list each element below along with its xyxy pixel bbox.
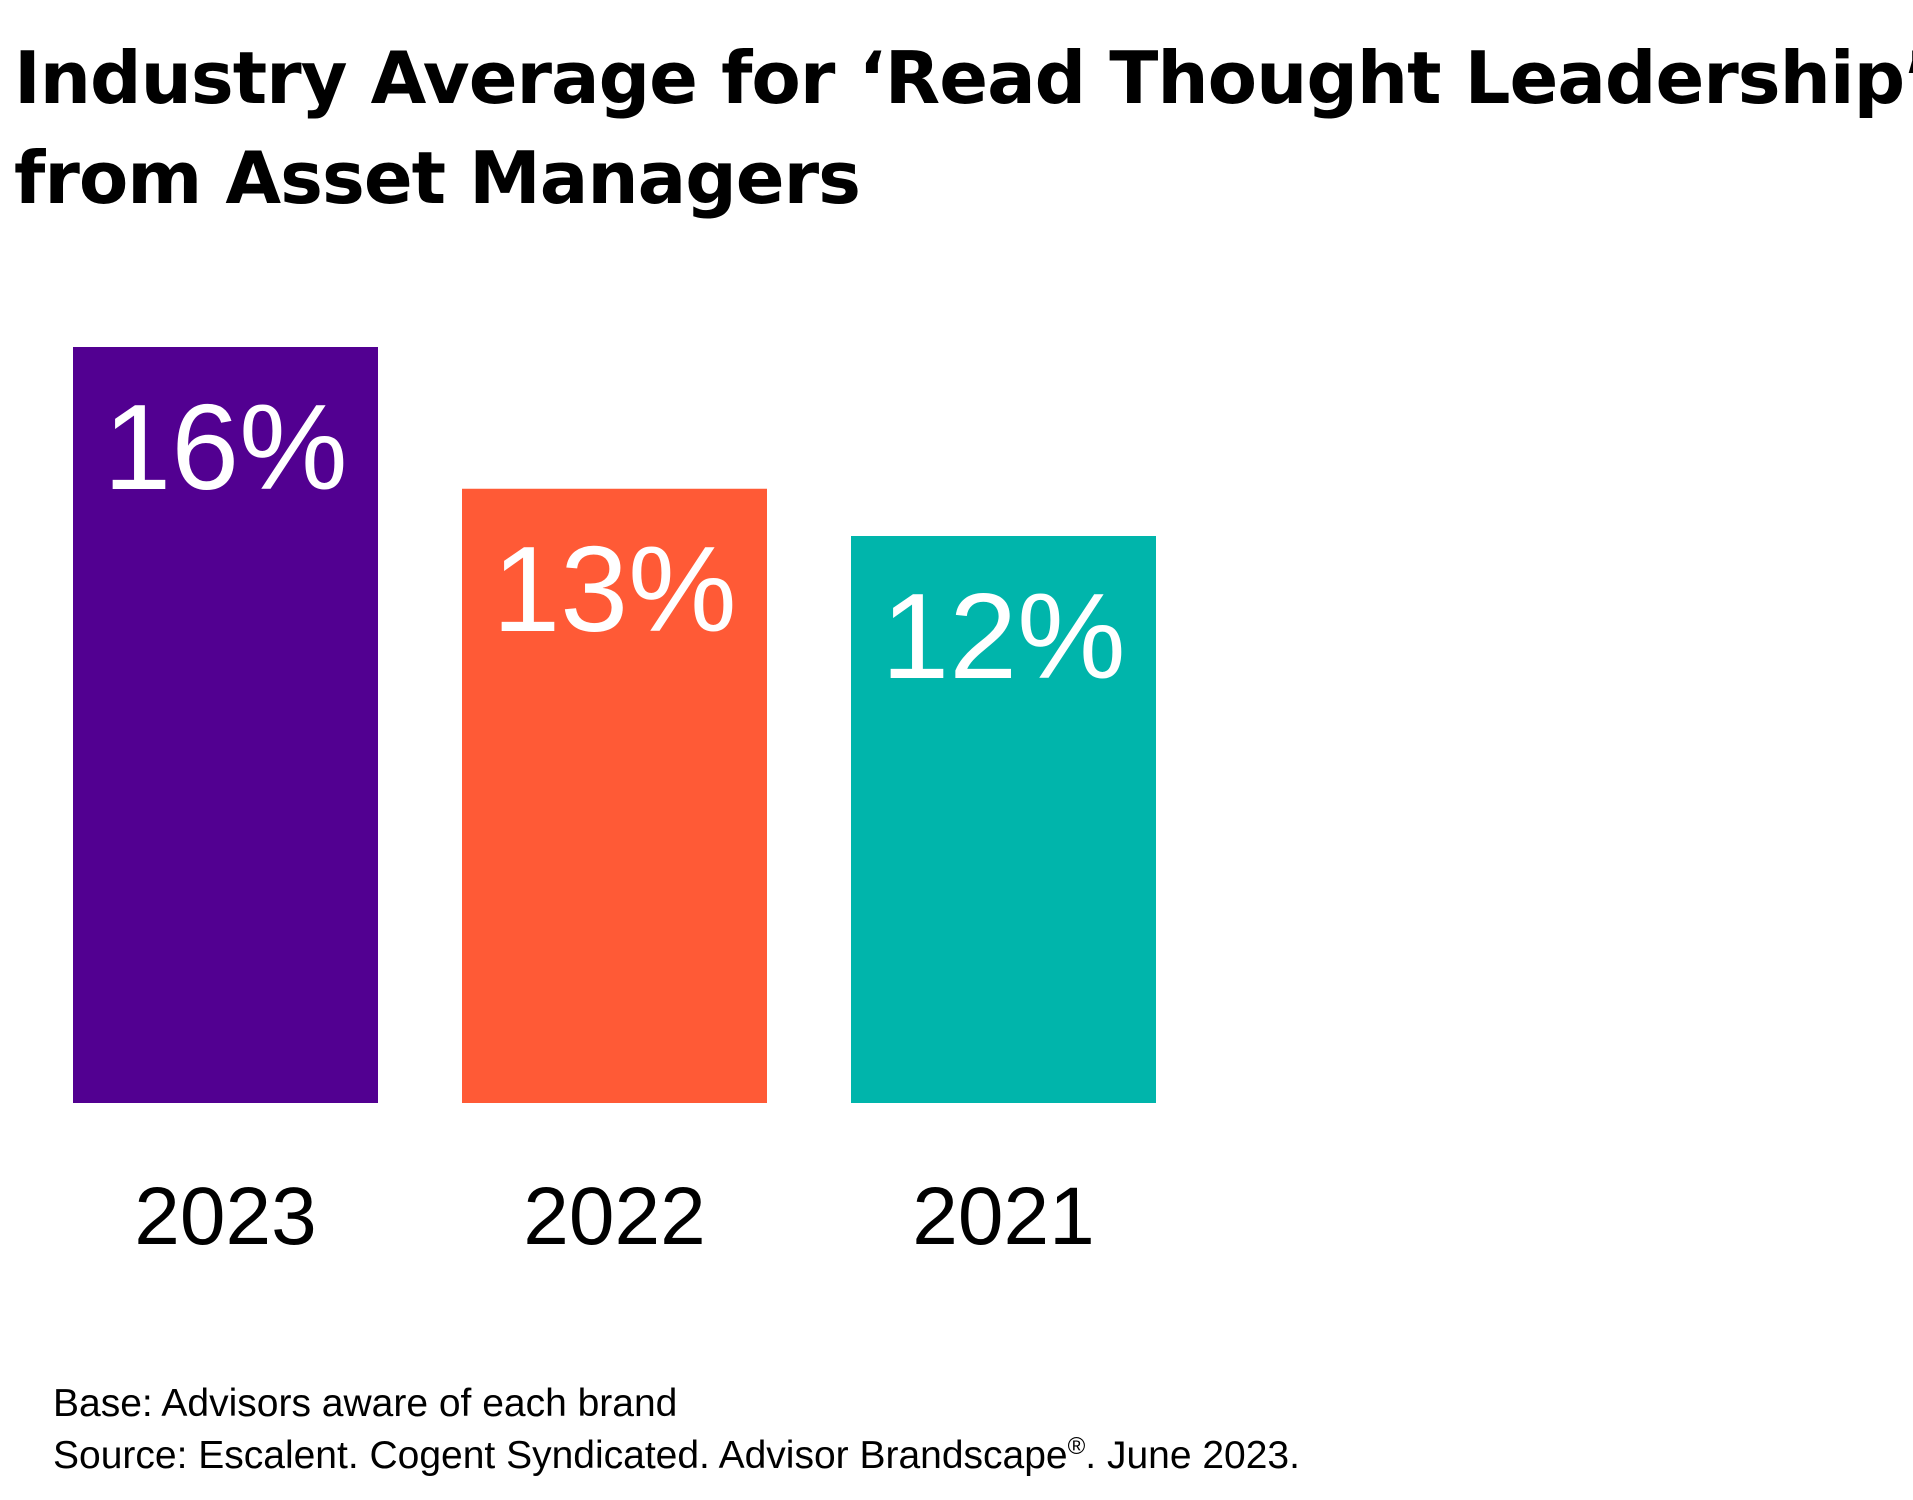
data-labels-layer: 16% 13% 12%	[103, 379, 1125, 704]
bar-2023	[73, 347, 378, 1103]
chart-title-line-1: Industry Average for ‘Read Thought Leade…	[14, 36, 1913, 120]
bars-layer	[73, 347, 1156, 1103]
base-note: Base: Advisors aware of each brand	[53, 1382, 678, 1425]
source-note: Source: Escalent. Cogent Syndicated. Adv…	[53, 1430, 1300, 1482]
x-tick-label-2022: 2022	[523, 1171, 705, 1262]
x-tick-label-2021: 2021	[912, 1171, 1094, 1262]
bar-2021	[851, 536, 1156, 1103]
footnotes: Base: Advisors aware of each brand Sourc…	[53, 1378, 1300, 1482]
chart-title-line-2: from Asset Managers	[14, 136, 861, 220]
data-label-2022: 13%	[492, 521, 736, 657]
source-note-text: Source: Escalent. Cogent Syndicated. Adv…	[53, 1434, 1068, 1477]
data-label-2023: 16%	[103, 379, 347, 515]
data-label-2021: 12%	[881, 568, 1125, 704]
source-note-suffix: . June 2023.	[1085, 1434, 1300, 1477]
x-axis-tick-labels: 2023 2022 2021	[134, 1171, 1094, 1262]
x-tick-label-2023: 2023	[134, 1171, 316, 1262]
bar-2022	[462, 488, 767, 1103]
registered-mark: ®	[1067, 1433, 1086, 1460]
chart-title: Industry Average for ‘Read Thought Leade…	[14, 28, 1913, 228]
